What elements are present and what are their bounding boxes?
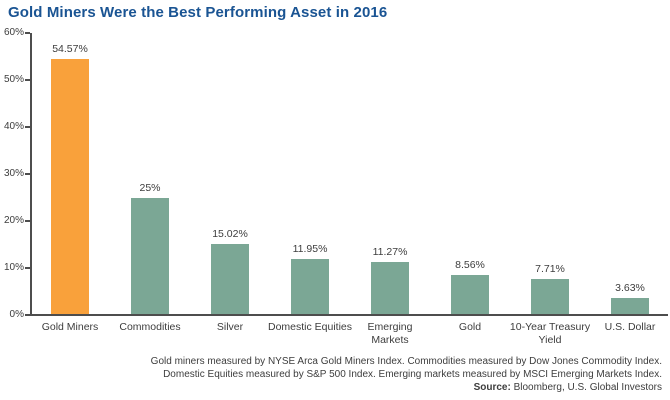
value-label: 25% <box>139 181 161 194</box>
value-label: 15.02% <box>212 228 248 241</box>
y-tick-mark <box>25 220 30 222</box>
bar-domestic-equities <box>291 258 329 315</box>
footnote-line-2: Domestic Equities measured by S&P 500 In… <box>163 369 662 380</box>
y-tick-mark <box>25 126 30 128</box>
y-tick-label: 60% <box>3 27 24 38</box>
category-label: 10-Year Treasury Yield <box>509 321 591 346</box>
source-line: Source: Bloomberg, U.S. Global Investors <box>2 381 662 394</box>
category-label: U.S. Dollar <box>604 321 656 333</box>
footnote-line-1: Gold miners measured by NYSE Arca Gold M… <box>150 356 662 367</box>
category-label: Gold <box>458 321 482 333</box>
y-tick-mark <box>25 32 30 34</box>
category-label: Gold Miners <box>41 321 99 333</box>
y-tick-label: 0% <box>9 309 24 320</box>
bar-gold <box>451 274 489 315</box>
y-tick-label: 50% <box>3 74 24 85</box>
source-text: Bloomberg, U.S. Global Investors <box>510 382 662 393</box>
bar-emerging-markets <box>371 262 409 315</box>
bar-gold-miners <box>51 58 89 315</box>
y-tick-label: 40% <box>3 121 24 132</box>
chart-title: Gold Miners Were the Best Performing Ass… <box>8 4 388 21</box>
value-label: 7.71% <box>535 262 565 275</box>
source-label: Source: <box>473 382 511 393</box>
value-label: 11.95% <box>292 242 328 255</box>
value-label: 8.56% <box>455 258 485 271</box>
y-tick-mark <box>25 173 30 175</box>
y-tick-label: 10% <box>3 262 24 273</box>
value-label: 3.63% <box>615 281 645 294</box>
y-tick-mark <box>25 267 30 269</box>
chart-footnote: Gold miners measured by NYSE Arca Gold M… <box>2 355 662 394</box>
bar-commodities <box>131 197 169 315</box>
value-label: 54.57% <box>52 42 88 55</box>
category-label: Domestic Equities <box>267 321 353 333</box>
y-tick-label: 20% <box>3 215 24 226</box>
bar-chart: 0% 10% 20% 30% 40% 50% 60% 54.57% Gold Miners 25… <box>3 27 668 346</box>
category-label: Emerging Markets <box>367 321 413 346</box>
x-axis-baseline <box>27 314 668 316</box>
category-label: Commodities <box>119 321 181 333</box>
category-label: Silver <box>216 321 244 333</box>
y-axis-line <box>30 33 32 316</box>
bar-silver <box>211 244 249 315</box>
bar-10-year-treasury-yield <box>531 278 569 315</box>
bar-u-s-dollar <box>611 297 649 315</box>
y-tick-mark <box>25 79 30 81</box>
y-tick-label: 30% <box>3 168 24 179</box>
value-label: 11.27% <box>372 246 408 259</box>
